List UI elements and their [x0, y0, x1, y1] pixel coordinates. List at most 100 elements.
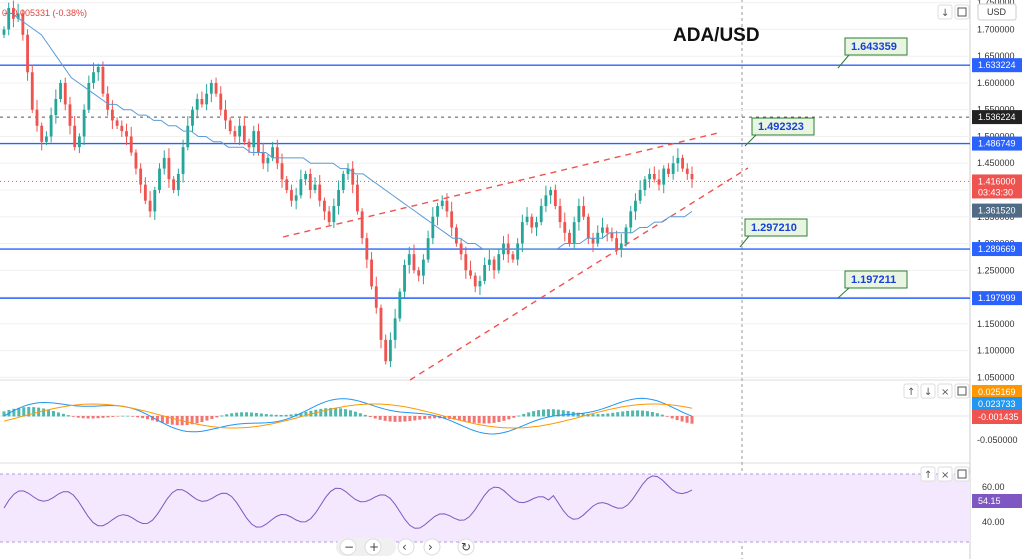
macd-histogram-bar	[507, 416, 511, 420]
zoom-in-button[interactable]: +	[364, 538, 382, 556]
rsi-maximize-button[interactable]	[954, 466, 970, 482]
candle-body	[553, 190, 557, 207]
price-tag-timer: 03:43:30	[978, 187, 1013, 197]
macd-histogram-bar	[329, 407, 333, 417]
price-tick-label: 1.100000	[977, 346, 1015, 356]
candle-body	[525, 216, 529, 223]
price-tick-label: 1.150000	[977, 319, 1015, 329]
zoom-out-button[interactable]: −	[339, 538, 357, 556]
scroll-left-button[interactable]: ‹	[397, 538, 415, 556]
rsi-move-up-button[interactable]: ↑	[920, 466, 936, 482]
macd-histogram-bar	[532, 411, 536, 417]
macd-histogram-bar	[195, 416, 199, 424]
price-tag-label: 0.023733	[978, 399, 1016, 409]
candle-body	[162, 157, 166, 169]
svg-text:↓: ↓	[924, 387, 932, 398]
macd-histogram-bar	[136, 416, 140, 418]
price-tag-label: 1.361520	[978, 206, 1016, 216]
rsi-band	[0, 474, 970, 542]
candle-body	[643, 179, 647, 190]
macd-histogram-bar	[86, 416, 90, 419]
macd-histogram-bar	[616, 412, 620, 417]
macd-histogram-bar	[51, 410, 55, 417]
callout-label: 1.197211	[851, 274, 896, 286]
macd-histogram-bar	[47, 409, 51, 417]
macd-histogram-bar	[210, 416, 214, 419]
macd-histogram-bar	[512, 416, 516, 418]
reset-chart-button[interactable]: ↻	[457, 538, 475, 556]
price-callouts: 1.643359 1.492323 1.297210 1.197211	[739, 37, 908, 299]
candle-body	[483, 264, 487, 281]
macd-histogram-bar	[32, 407, 36, 417]
macd-histogram-bar	[542, 409, 546, 417]
macd-histogram-bar	[527, 412, 531, 417]
macd-histogram-bar	[299, 412, 303, 417]
macd-histogram-bar	[126, 415, 130, 417]
candle-body	[657, 179, 661, 185]
callout-pointer	[744, 134, 757, 147]
macd-histogram-bar	[670, 416, 674, 419]
price-tag: 1.486749	[972, 136, 1022, 151]
candle-body	[167, 157, 171, 180]
macd-histogram-bar	[230, 413, 234, 417]
price-tag-bg	[972, 174, 1022, 199]
macd-histogram-bar	[606, 413, 610, 417]
candle-body	[327, 211, 331, 223]
macd-maximize-button[interactable]	[954, 383, 970, 399]
price-tag-label: 1.536224	[978, 112, 1016, 122]
macd-histogram-bar	[645, 411, 649, 417]
candle-body	[544, 195, 548, 207]
macd-close-button[interactable]: ×	[937, 383, 953, 399]
candle-body	[619, 243, 623, 249]
candle-body	[82, 109, 86, 137]
maximize-button[interactable]	[954, 4, 970, 20]
candle-body	[134, 152, 138, 169]
macd-histogram-bar	[284, 414, 288, 417]
chart-title: ADA/USD	[673, 25, 760, 46]
candle-body	[266, 157, 270, 164]
candle-body	[549, 190, 553, 196]
candle-body	[454, 227, 458, 244]
macd-histogram-bar	[487, 416, 491, 424]
price-tick-label: 1.450000	[977, 158, 1015, 168]
macd-histogram-bar	[477, 416, 481, 424]
candle-body	[285, 179, 289, 190]
candle-body	[44, 136, 48, 142]
price-tag-bg	[972, 494, 1022, 508]
rsi-close-button[interactable]: ×	[937, 466, 953, 482]
candle-body	[49, 115, 53, 137]
macd-histogram-bar	[150, 416, 154, 421]
candle-body	[275, 147, 279, 164]
macd-histogram-bar	[91, 416, 95, 419]
macd-histogram-bar	[348, 410, 352, 417]
callout-pointer	[837, 287, 850, 299]
macd-histogram-bar	[334, 407, 338, 417]
chevron-right-icon: ›	[428, 540, 433, 554]
candle-body	[323, 200, 326, 212]
macd-pane-controls: ↑ ↓ ×	[903, 383, 970, 399]
plus-icon: +	[369, 540, 379, 554]
scroll-right-button[interactable]: ›	[423, 538, 441, 556]
macd-histogram-bar	[81, 416, 85, 419]
candle-body	[313, 184, 317, 190]
candle-body	[172, 179, 176, 190]
callout-box	[844, 270, 908, 289]
macd-histogram-bar	[502, 416, 506, 421]
scroll-down-button[interactable]: ↓	[937, 4, 953, 20]
candle-body	[652, 173, 656, 180]
candle-body	[143, 184, 147, 201]
macd-histogram-bar	[373, 416, 377, 419]
price-tag: 1.289669	[972, 242, 1022, 257]
price-tick-label: 1.050000	[977, 372, 1015, 382]
callout-box	[744, 218, 808, 237]
currency-badge[interactable]	[977, 3, 1017, 21]
macd-histogram-bar	[403, 416, 407, 422]
candle-body	[388, 339, 392, 362]
price-callout: 1.643359	[837, 37, 908, 69]
candle-body	[200, 99, 204, 105]
macd-histogram-bar	[42, 408, 46, 417]
macd-histogram-bar	[254, 412, 258, 417]
macd-tick-label: -0.050000	[977, 435, 1018, 445]
macd-move-down-button[interactable]: ↓	[920, 383, 936, 399]
macd-move-up-button[interactable]: ↑	[903, 383, 919, 399]
